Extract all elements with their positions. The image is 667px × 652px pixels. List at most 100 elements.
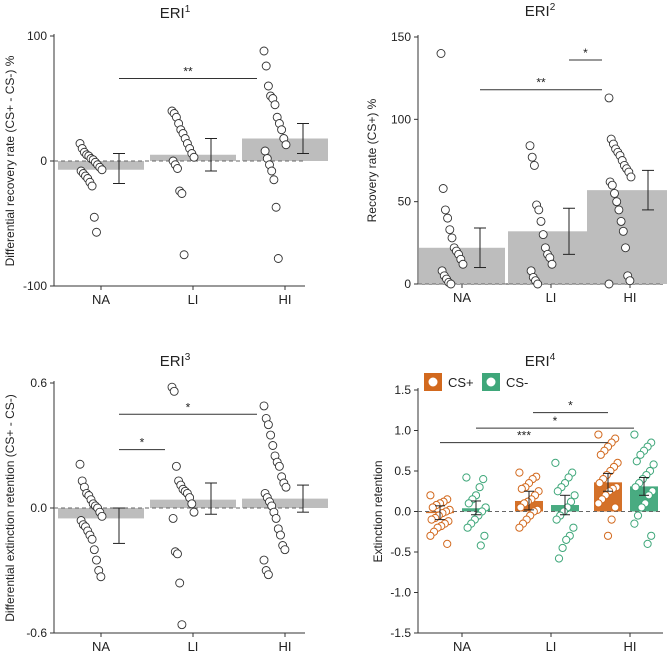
data-point — [277, 125, 287, 135]
data-point — [271, 202, 281, 212]
panel-title: ERI2 — [525, 2, 556, 20]
data-point — [553, 487, 562, 496]
data-point — [479, 475, 488, 484]
y-tick-label: 0 — [40, 154, 47, 168]
data-point — [446, 279, 456, 289]
data-point — [89, 545, 99, 555]
legend-marker — [428, 377, 438, 387]
y-tick-label: 50 — [398, 195, 412, 209]
significance-label: * — [553, 414, 558, 428]
data-point — [649, 460, 658, 469]
x-tick-label: HI — [624, 639, 637, 652]
data-point — [97, 165, 107, 175]
y-tick-label: 150 — [391, 30, 411, 44]
data-point — [274, 461, 284, 471]
y-tick-label: 0 — [404, 277, 411, 291]
data-point — [438, 184, 448, 193]
data-point — [273, 254, 283, 263]
data-point — [594, 499, 603, 508]
data-point — [171, 461, 181, 471]
data-point — [637, 503, 646, 512]
data-point — [458, 259, 468, 269]
data-point — [633, 511, 643, 520]
data-point — [426, 491, 435, 500]
data-point — [281, 482, 291, 492]
data-point — [625, 276, 635, 286]
y-axis-label: Differential recovery rate (CS+ - CS-) % — [3, 55, 17, 266]
panel-title-superscript: 1 — [185, 4, 191, 15]
data-point — [636, 450, 645, 459]
data-point — [259, 46, 269, 56]
y-tick-label: 100 — [27, 29, 47, 43]
x-tick-label: HI — [624, 290, 637, 305]
significance-label: ** — [183, 65, 193, 79]
data-point — [626, 172, 636, 182]
data-point — [169, 386, 179, 396]
data-point — [594, 430, 603, 439]
data-point — [525, 141, 535, 151]
panel-title: ERI4 — [525, 352, 556, 370]
significance-label: ** — [536, 76, 546, 90]
data-point — [631, 483, 640, 492]
data-point — [533, 279, 543, 289]
legend-marker — [486, 377, 496, 387]
data-point — [87, 181, 97, 191]
data-point — [551, 458, 560, 467]
data-point — [595, 479, 604, 488]
data-point — [175, 578, 185, 588]
data-point — [75, 459, 85, 469]
data-point — [529, 160, 539, 170]
data-point — [89, 212, 99, 222]
x-tick-label: LI — [546, 639, 557, 652]
x-tick-label: HI — [279, 292, 292, 307]
data-point — [179, 250, 189, 260]
data-point — [440, 205, 450, 215]
data-point — [480, 531, 489, 540]
data-point — [552, 515, 561, 524]
data-point — [527, 152, 537, 162]
data-point — [443, 539, 452, 549]
data-point — [538, 230, 548, 240]
data-point — [621, 243, 630, 253]
data-point — [564, 473, 573, 482]
data-point — [92, 227, 101, 237]
data-point — [604, 279, 614, 289]
y-tick-label: 100 — [391, 112, 411, 126]
data-point — [632, 457, 641, 466]
y-tick-label: 0.6 — [30, 376, 47, 390]
panel-title: ERI3 — [160, 352, 191, 370]
data-point — [426, 531, 435, 540]
panel-title: ERI1 — [160, 4, 191, 22]
data-point — [96, 572, 106, 582]
data-point — [270, 100, 280, 110]
data-point — [173, 164, 182, 173]
y-axis-label: Differential extinction retention (CS+ -… — [3, 394, 17, 622]
significance-label: * — [568, 399, 573, 413]
data-point — [97, 511, 107, 521]
significance-label: * — [583, 46, 588, 60]
x-tick-label: NA — [92, 639, 110, 652]
y-axis-label: Extinction retention — [371, 460, 385, 562]
y-tick-label: -0.5 — [390, 545, 411, 559]
data-point — [187, 499, 197, 509]
data-point — [268, 441, 278, 450]
x-tick-label: HI — [279, 639, 292, 652]
data-point — [260, 146, 270, 156]
data-point — [570, 491, 579, 500]
significance-label: *** — [517, 429, 531, 443]
y-tick-label: 0.5 — [394, 464, 411, 478]
data-point — [263, 81, 273, 91]
data-point — [447, 233, 457, 243]
panel-title-superscript: 4 — [550, 352, 556, 363]
panel-title-superscript: 2 — [550, 2, 556, 13]
data-point — [443, 213, 453, 223]
data-point — [259, 401, 269, 411]
data-point — [189, 152, 199, 162]
panel-eri1: ERI1 Differential recovery rate (CS+ - CS… — [3, 4, 328, 307]
data-point — [177, 189, 187, 198]
bar-HI — [242, 498, 328, 508]
y-tick-label: -1.5 — [390, 626, 411, 640]
x-tick-label: NA — [453, 290, 471, 305]
data-point — [630, 430, 639, 439]
